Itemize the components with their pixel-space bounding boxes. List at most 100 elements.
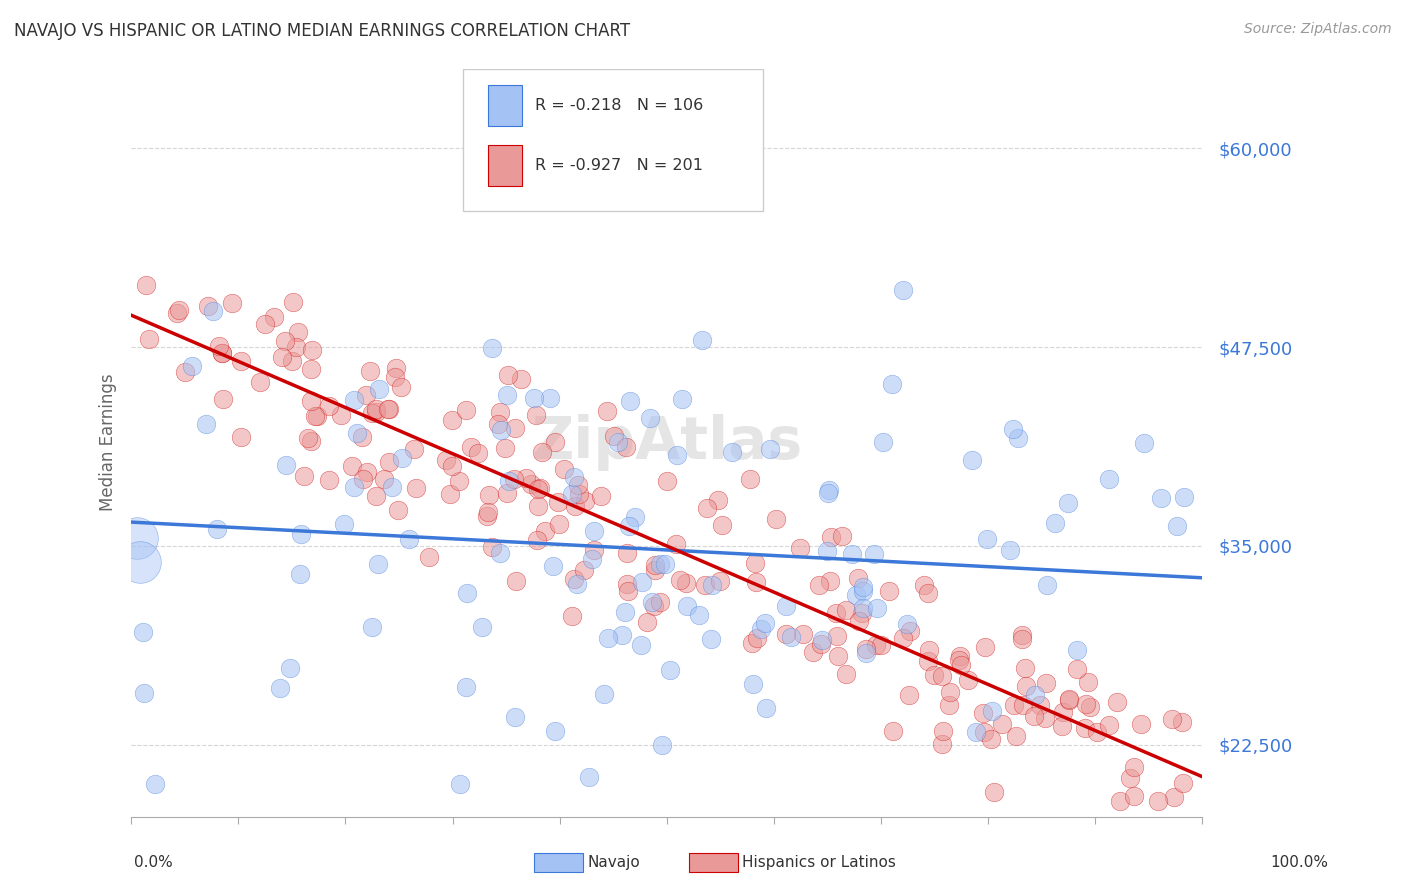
Point: [972, 706, 994, 720]
Point: [486, 417, 509, 431]
Point: [980, 704, 1002, 718]
Point: [775, 627, 797, 641]
Point: [755, 701, 778, 715]
Point: [846, 571, 869, 585]
Point: [831, 529, 853, 543]
Point: [688, 608, 710, 623]
Point: [700, 578, 723, 592]
Point: [1015, 679, 1038, 693]
Point: [526, 533, 548, 548]
Point: [366, 489, 388, 503]
Text: R = -0.218   N = 106: R = -0.218 N = 106: [536, 98, 703, 113]
Point: [659, 663, 682, 677]
Text: Hispanics or Latinos: Hispanics or Latinos: [742, 855, 896, 870]
Point: [583, 524, 606, 538]
Point: [648, 557, 671, 571]
Point: [780, 630, 803, 644]
Point: [931, 723, 953, 738]
Point: [548, 516, 571, 531]
Point: [613, 605, 636, 619]
Point: [254, 318, 277, 332]
Point: [561, 487, 583, 501]
Point: [377, 401, 399, 416]
Point: [318, 399, 340, 413]
Point: [990, 717, 1012, 731]
Point: [456, 585, 478, 599]
Point: [980, 731, 1002, 746]
Point: [304, 409, 326, 424]
Point: [373, 472, 395, 486]
Point: [561, 609, 583, 624]
Point: [665, 448, 688, 462]
Point: [567, 577, 589, 591]
Point: [330, 409, 353, 423]
Point: [638, 411, 661, 425]
Point: [671, 392, 693, 406]
Point: [818, 574, 841, 588]
Point: [619, 518, 641, 533]
Point: [801, 644, 824, 658]
Point: [862, 547, 884, 561]
Point: [741, 676, 763, 690]
Point: [274, 458, 297, 473]
Point: [1066, 643, 1088, 657]
Point: [281, 354, 304, 368]
Point: [1098, 472, 1121, 486]
Point: [454, 680, 477, 694]
Point: [368, 382, 391, 396]
Point: [278, 661, 301, 675]
Point: [1108, 794, 1130, 808]
Point: [287, 325, 309, 339]
Point: [651, 738, 673, 752]
Text: 0.0%: 0.0%: [134, 855, 173, 870]
Point: [1024, 688, 1046, 702]
Point: [534, 524, 557, 538]
Point: [505, 420, 527, 434]
Point: [496, 387, 519, 401]
Point: [917, 654, 939, 668]
Text: NAVAJO VS HISPANIC OR LATINO MEDIAN EARNINGS CORRELATION CHART: NAVAJO VS HISPANIC OR LATINO MEDIAN EARN…: [14, 22, 630, 40]
Point: [1001, 421, 1024, 435]
Point: [1000, 543, 1022, 558]
Point: [578, 770, 600, 784]
Point: [810, 637, 832, 651]
Point: [845, 588, 868, 602]
Point: [467, 446, 489, 460]
Point: [855, 646, 877, 660]
Point: [827, 648, 849, 663]
Point: [1173, 776, 1195, 790]
Point: [1024, 708, 1046, 723]
Point: [299, 434, 322, 449]
Point: [274, 334, 297, 348]
Point: [1029, 698, 1052, 713]
Point: [449, 475, 471, 489]
Point: [574, 494, 596, 508]
Point: [707, 493, 730, 508]
Point: [135, 277, 157, 292]
Point: [1057, 495, 1080, 509]
Point: [1007, 431, 1029, 445]
Point: [855, 642, 877, 657]
Point: [949, 658, 972, 673]
Point: [1078, 700, 1101, 714]
Point: [669, 574, 692, 588]
Point: [956, 673, 979, 687]
Point: [700, 632, 723, 646]
Point: [197, 299, 219, 313]
FancyBboxPatch shape: [464, 69, 763, 211]
Point: [343, 479, 366, 493]
Point: [607, 435, 630, 450]
Point: [343, 392, 366, 407]
Point: [690, 333, 713, 347]
Point: [644, 563, 666, 577]
Text: Source: ZipAtlas.com: Source: ZipAtlas.com: [1244, 22, 1392, 37]
Point: [882, 724, 904, 739]
Point: [759, 442, 782, 456]
Point: [132, 686, 155, 700]
Point: [460, 440, 482, 454]
Bar: [488, 145, 522, 186]
Point: [614, 440, 637, 454]
Point: [665, 537, 688, 551]
Point: [641, 595, 664, 609]
Point: [603, 429, 626, 443]
